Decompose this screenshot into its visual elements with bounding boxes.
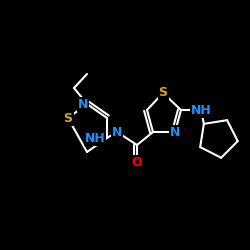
Text: N: N — [78, 98, 88, 110]
Text: S: S — [158, 86, 168, 100]
Text: N: N — [112, 126, 122, 138]
Text: NH: NH — [191, 104, 212, 117]
Text: S: S — [64, 112, 72, 124]
Text: O: O — [132, 156, 142, 168]
Text: NH: NH — [84, 132, 105, 144]
Text: N: N — [170, 126, 180, 138]
